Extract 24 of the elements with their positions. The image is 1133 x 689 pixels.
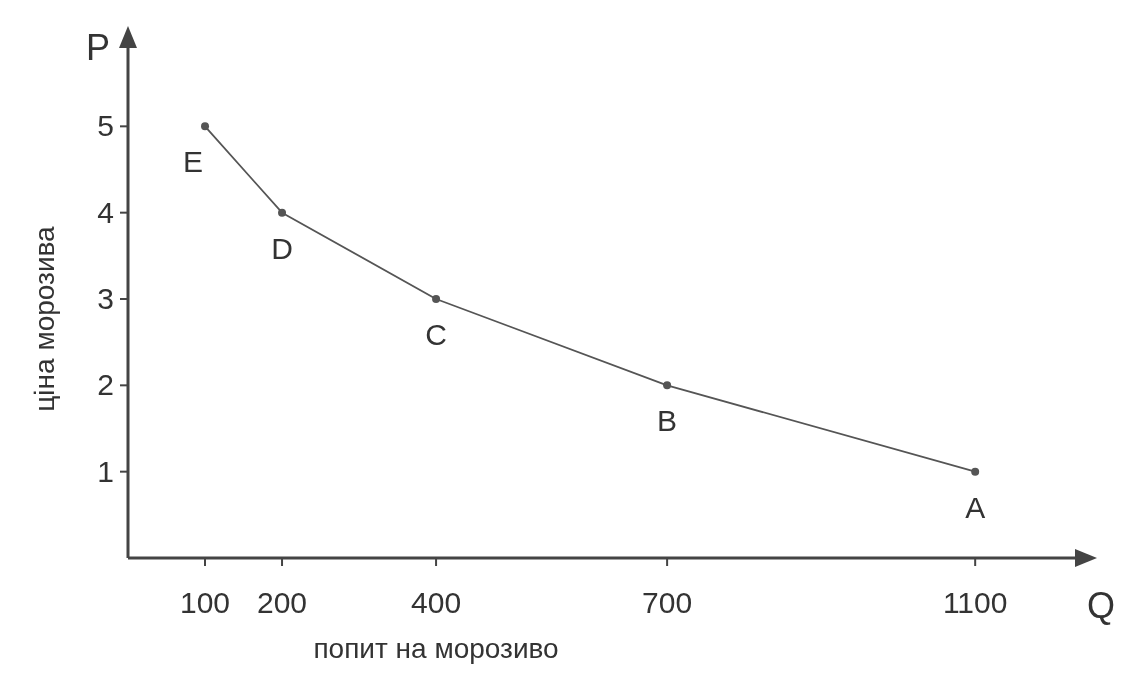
text: P [85,27,111,68]
x-tick-label: 200 [257,586,308,619]
point [971,467,980,476]
point [663,381,672,390]
y-tick-label: 1 [97,454,114,488]
y-tick-label: 2 [97,368,114,402]
annotation: C [425,318,447,351]
annotation: E [183,145,204,179]
x-tick-label: 1100 [942,586,1008,619]
x-tick-label: 100 [179,586,231,619]
annotation: B [657,404,678,438]
y-tick-label: 3 [97,282,114,315]
point [201,122,210,131]
annotation: D [271,231,293,265]
y-axis-title: ціна морозива [29,225,60,412]
y-tick-label: 5 [97,109,114,143]
point [278,208,287,217]
x-tick-label: 700 [642,586,693,619]
x-tick-label: 400 [411,586,462,619]
annotation: A [965,490,986,524]
y-tick-label: 4 [97,195,114,229]
point [432,295,441,303]
text: Q [1087,585,1116,626]
x-axis-title: попит на морозиво [313,633,559,664]
